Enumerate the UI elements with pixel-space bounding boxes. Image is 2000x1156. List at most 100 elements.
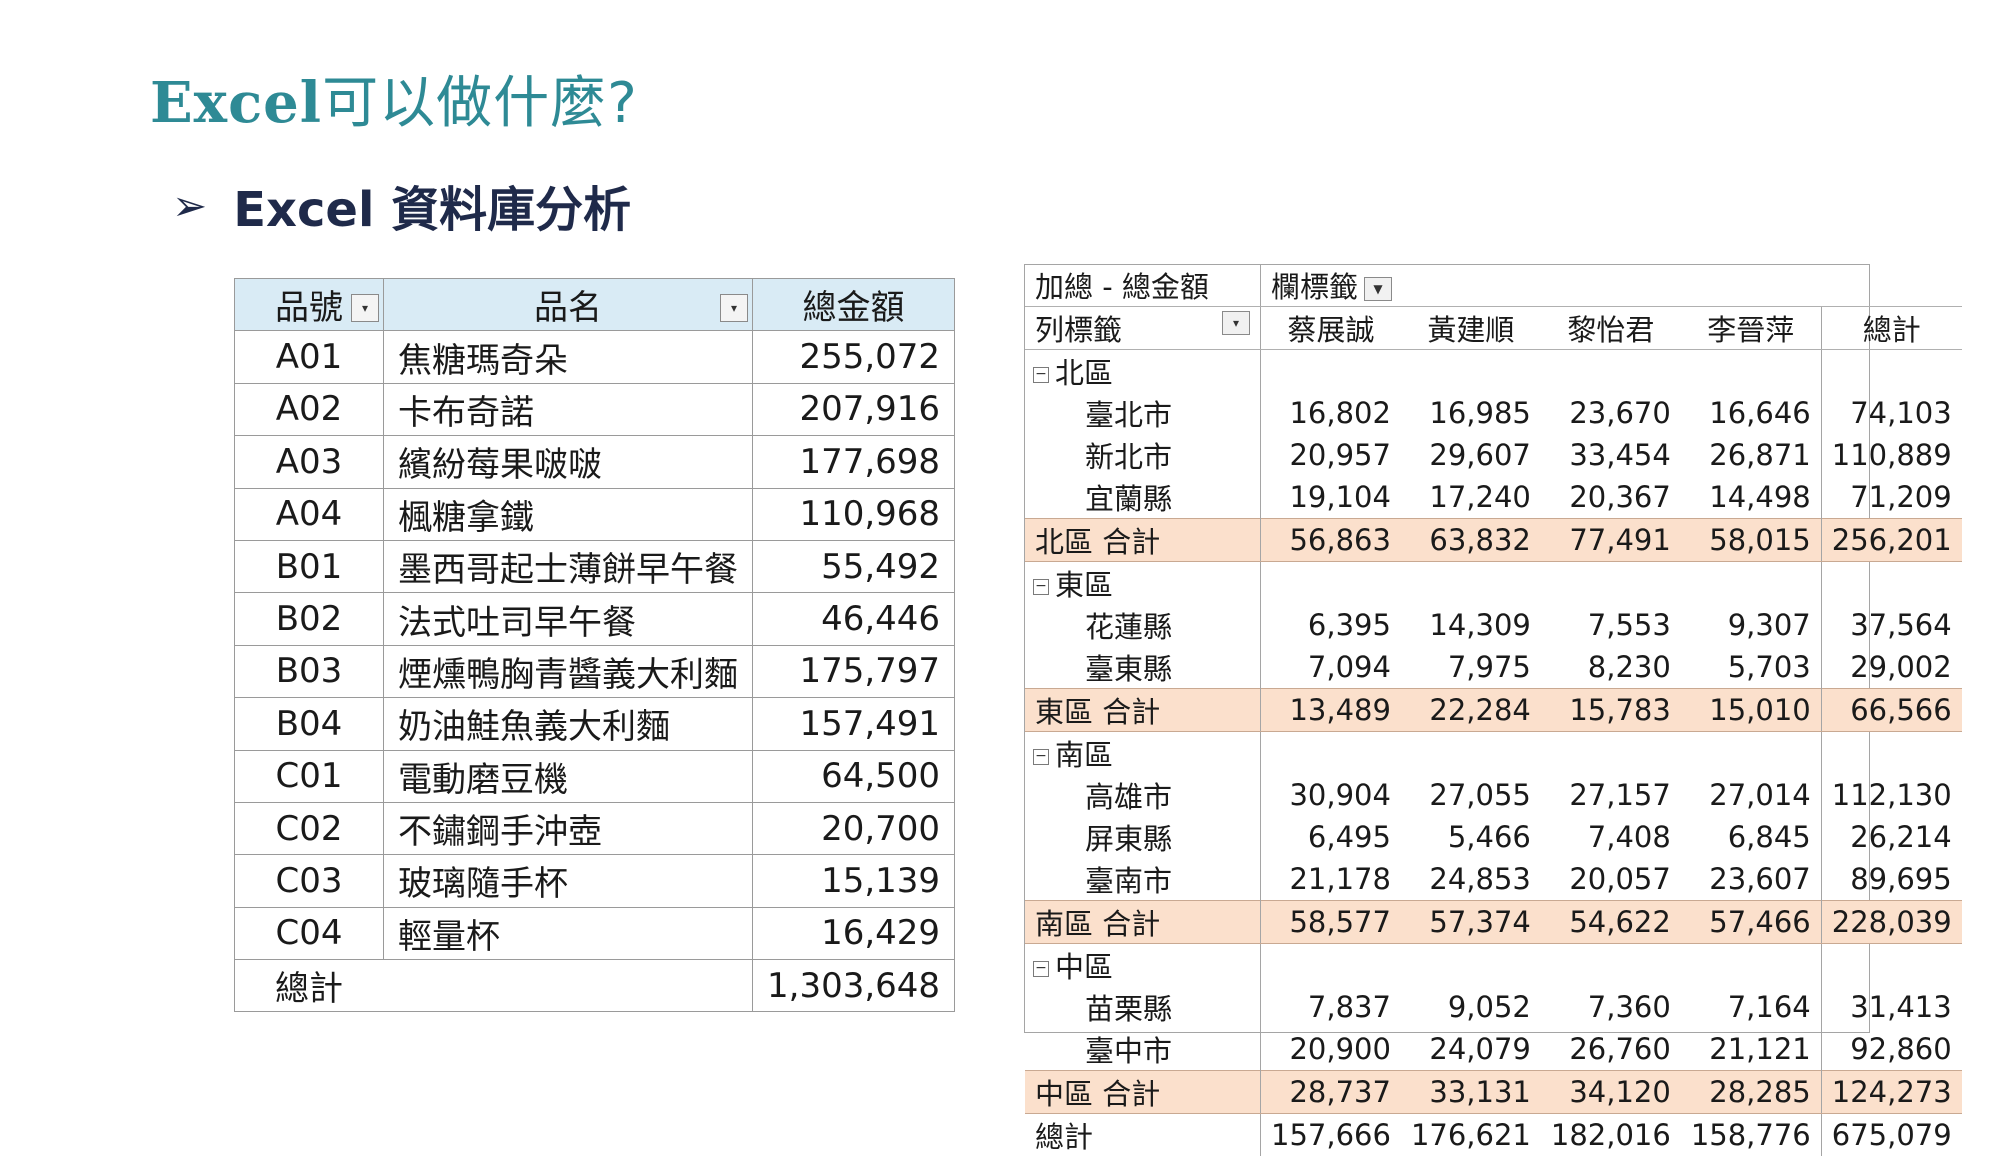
pivot-value-cell[interactable]: 6,845 — [1681, 816, 1821, 858]
pivot-value-cell[interactable]: 16,985 — [1401, 392, 1541, 434]
cell-product-name[interactable]: 墨西哥起士薄餅早午餐 — [384, 540, 753, 592]
cell-amount[interactable]: 110,968 — [753, 488, 955, 540]
pivot-value-cell[interactable]: 20,957 — [1261, 434, 1401, 476]
pivot-value-cell[interactable]: 27,014 — [1681, 774, 1821, 816]
pivot-value-cell[interactable]: 19,104 — [1261, 476, 1401, 519]
pivot-city-label[interactable]: 臺東縣 — [1025, 646, 1261, 689]
pivot-value-cell[interactable]: 29,002 — [1821, 646, 1961, 689]
collapse-icon[interactable]: − — [1033, 367, 1049, 383]
cell-product-name[interactable]: 法式吐司早午餐 — [384, 593, 753, 645]
cell-product-name[interactable]: 玻璃隨手杯 — [384, 855, 753, 907]
pivot-city-label[interactable]: 臺北市 — [1025, 392, 1261, 434]
cell-product-name[interactable]: 輕量杯 — [384, 907, 753, 959]
pivot-city-label[interactable]: 臺南市 — [1025, 858, 1261, 901]
pivot-subtotal-cell[interactable]: 228,039 — [1821, 901, 1961, 944]
pivot-subtotal-cell[interactable]: 15,010 — [1681, 689, 1821, 732]
pivot-subtotal-cell[interactable]: 56,863 — [1261, 519, 1401, 562]
pivot-value-cell[interactable]: 24,853 — [1401, 858, 1541, 901]
pivot-value-cell[interactable]: 16,646 — [1681, 392, 1821, 434]
pivot-value-cell[interactable]: 7,553 — [1541, 604, 1681, 646]
cell-total-label[interactable]: 總計 — [235, 960, 753, 1012]
pivot-value-cell[interactable]: 29,607 — [1401, 434, 1541, 476]
cell-product-id[interactable]: C04 — [235, 907, 384, 959]
cell-product-id[interactable]: B02 — [235, 593, 384, 645]
pivot-value-cell[interactable]: 74,103 — [1821, 392, 1961, 434]
pivot-value-cell[interactable]: 20,057 — [1541, 858, 1681, 901]
collapse-icon[interactable]: − — [1033, 961, 1049, 977]
pivot-column-header[interactable]: 黎怡君 — [1541, 307, 1681, 350]
cell-product-name[interactable]: 煙燻鴨胸青醬義大利麵 — [384, 645, 753, 697]
cell-amount[interactable]: 175,797 — [753, 645, 955, 697]
pivot-value-cell[interactable]: 31,413 — [1821, 986, 1961, 1028]
cell-product-id[interactable]: B03 — [235, 645, 384, 697]
cell-product-id[interactable]: A01 — [235, 331, 384, 383]
pivot-value-cell[interactable]: 7,094 — [1261, 646, 1401, 689]
pivot-value-cell[interactable]: 17,240 — [1401, 476, 1541, 519]
cell-product-name[interactable]: 奶油鮭魚義大利麵 — [384, 698, 753, 750]
pivot-value-cell[interactable]: 5,466 — [1401, 816, 1541, 858]
pivot-value-cell[interactable]: 7,408 — [1541, 816, 1681, 858]
pivot-value-cell[interactable]: 26,214 — [1821, 816, 1961, 858]
pivot-value-cell[interactable]: 71,209 — [1821, 476, 1961, 519]
pivot-region-header[interactable]: −南區 — [1025, 732, 1261, 775]
cell-amount[interactable]: 55,492 — [753, 540, 955, 592]
pivot-city-label[interactable]: 屏東縣 — [1025, 816, 1261, 858]
pivot-subtotal-cell[interactable]: 54,622 — [1541, 901, 1681, 944]
pivot-row-field[interactable]: 列標籤▾ — [1025, 307, 1261, 350]
pivot-value-cell[interactable]: 26,760 — [1541, 1028, 1681, 1071]
cell-amount[interactable]: 16,429 — [753, 907, 955, 959]
cell-amount[interactable]: 64,500 — [753, 750, 955, 802]
pivot-value-cell[interactable]: 110,889 — [1821, 434, 1961, 476]
pivot-subtotal-label[interactable]: 北區 合計 — [1025, 519, 1261, 562]
pivot-value-cell[interactable]: 6,395 — [1261, 604, 1401, 646]
pivot-value-cell[interactable]: 14,309 — [1401, 604, 1541, 646]
cell-product-id[interactable]: B04 — [235, 698, 384, 750]
pivot-value-cell[interactable]: 20,900 — [1261, 1028, 1401, 1071]
pivot-subtotal-cell[interactable]: 13,489 — [1261, 689, 1401, 732]
pivot-subtotal-cell[interactable]: 15,783 — [1541, 689, 1681, 732]
pivot-value-cell[interactable]: 14,498 — [1681, 476, 1821, 519]
filter-dropdown-icon[interactable]: ▾ — [351, 294, 379, 322]
pivot-value-cell[interactable]: 7,975 — [1401, 646, 1541, 689]
pivot-value-cell[interactable]: 9,307 — [1681, 604, 1821, 646]
cell-product-id[interactable]: C01 — [235, 750, 384, 802]
cell-amount[interactable]: 15,139 — [753, 855, 955, 907]
pivot-value-cell[interactable]: 112,130 — [1821, 774, 1961, 816]
pivot-value-cell[interactable]: 92,860 — [1821, 1028, 1961, 1071]
pivot-column-header[interactable]: 蔡展誠 — [1261, 307, 1401, 350]
pivot-subtotal-label[interactable]: 中區 合計 — [1025, 1071, 1261, 1114]
cell-amount[interactable]: 157,491 — [753, 698, 955, 750]
pivot-value-cell[interactable]: 27,157 — [1541, 774, 1681, 816]
pivot-subtotal-cell[interactable]: 57,466 — [1681, 901, 1821, 944]
pivot-region-header[interactable]: −東區 — [1025, 562, 1261, 605]
cell-amount[interactable]: 46,446 — [753, 593, 955, 645]
pivot-value-cell[interactable]: 16,802 — [1261, 392, 1401, 434]
pivot-city-label[interactable]: 苗栗縣 — [1025, 986, 1261, 1028]
cell-product-id[interactable]: A03 — [235, 436, 384, 488]
pivot-grand-cell[interactable]: 176,621 — [1401, 1114, 1541, 1156]
pivot-region-header[interactable]: −中區 — [1025, 944, 1261, 987]
pivot-value-cell[interactable]: 20,367 — [1541, 476, 1681, 519]
pivot-city-label[interactable]: 臺中市 — [1025, 1028, 1261, 1071]
pivot-subtotal-cell[interactable]: 28,285 — [1681, 1071, 1821, 1114]
cell-amount[interactable]: 177,698 — [753, 436, 955, 488]
collapse-icon[interactable]: − — [1033, 749, 1049, 765]
pivot-column-header[interactable]: 總計 — [1821, 307, 1961, 350]
cell-product-name[interactable]: 卡布奇諾 — [384, 383, 753, 435]
filter-dropdown-icon[interactable]: ▾ — [1222, 311, 1250, 335]
cell-product-id[interactable]: A02 — [235, 383, 384, 435]
pivot-value-cell[interactable]: 7,360 — [1541, 986, 1681, 1028]
filter-icon[interactable]: ▼ — [1364, 277, 1392, 301]
pivot-grand-cell[interactable]: 675,079 — [1821, 1114, 1961, 1156]
pivot-column-header[interactable]: 黃建順 — [1401, 307, 1541, 350]
cell-amount[interactable]: 207,916 — [753, 383, 955, 435]
pivot-grand-cell[interactable]: 157,666 — [1261, 1114, 1401, 1156]
pivot-value-cell[interactable]: 8,230 — [1541, 646, 1681, 689]
pivot-value-cell[interactable]: 27,055 — [1401, 774, 1541, 816]
pivot-subtotal-label[interactable]: 南區 合計 — [1025, 901, 1261, 944]
cell-total-amount[interactable]: 1,303,648 — [753, 960, 955, 1012]
pivot-grand-cell[interactable]: 182,016 — [1541, 1114, 1681, 1156]
pivot-city-label[interactable]: 花蓮縣 — [1025, 604, 1261, 646]
cell-amount[interactable]: 255,072 — [753, 331, 955, 383]
pivot-value-cell[interactable]: 33,454 — [1541, 434, 1681, 476]
